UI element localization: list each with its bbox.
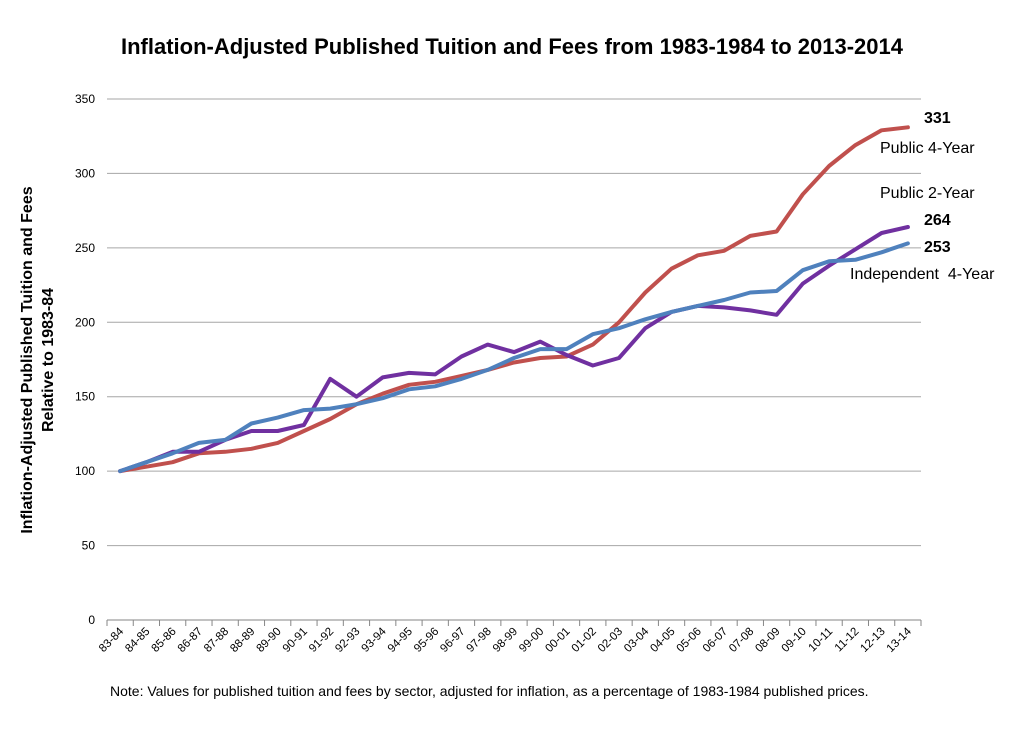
x-tick-label: 12-13: [858, 626, 887, 655]
x-tick-label: 89-90: [255, 626, 284, 655]
chart-note: Note: Values for published tuition and f…: [110, 683, 869, 699]
series-lines: [118, 125, 910, 474]
x-tick-label: 90-91: [281, 626, 310, 655]
y-tick-label: 300: [75, 166, 95, 180]
gridlines: [107, 98, 921, 547]
end-value-label: 331: [924, 110, 951, 127]
x-tick-label: 10-11: [807, 626, 836, 655]
x-tick-label: 84-85: [123, 626, 152, 655]
x-tick-label: 86-87: [176, 626, 205, 655]
series-line-public-4-year: [118, 125, 910, 474]
x-tick-label: 99-00: [517, 626, 546, 655]
y-tick-label: 100: [75, 464, 95, 478]
x-tick-label: 88-89: [228, 626, 257, 655]
series-name-label: Independent 4-Year: [850, 266, 995, 283]
x-tick-label: 08-09: [753, 626, 782, 655]
x-tick-label: 91-92: [307, 626, 336, 655]
x-tick-label: 98-99: [491, 626, 520, 655]
x-tick-label: 04-05: [648, 626, 677, 655]
y-tick-label: 150: [75, 390, 95, 404]
end-value-label: 253: [924, 239, 951, 256]
series-name-label: Public 4-Year: [880, 140, 975, 157]
x-tick-label: 02-03: [596, 626, 625, 655]
series-line-independent-4-year: [118, 241, 910, 474]
x-tick-label: 03-04: [622, 625, 652, 655]
x-tick-label: 85-86: [149, 626, 178, 655]
y-tick-label: 250: [75, 241, 95, 255]
x-tick-label: 13-14: [885, 625, 915, 655]
series-labels: 331 Public 4-Year 264 Public 2-Year 253 Indep…: [850, 110, 995, 283]
y-tick-label: 350: [75, 92, 95, 106]
y-axis-label-line1: Inflation-Adjusted Published Tuition and…: [19, 186, 36, 534]
x-tick-label: 01-02: [570, 626, 599, 655]
x-tick-label: 97-98: [465, 626, 494, 655]
series-name-label: Public 2-Year: [880, 185, 975, 202]
x-tick-label: 92-93: [333, 626, 362, 655]
x-tick-label: 05-06: [675, 626, 704, 655]
x-tick-label: 87-88: [202, 626, 231, 655]
x-tick-label: 96-97: [438, 626, 467, 655]
y-axis-label-line2: Relative to 1983-84: [40, 287, 57, 433]
x-tick-label: 94-95: [386, 626, 415, 655]
x-tick-label: 95-96: [412, 626, 441, 655]
x-tick-label: 93-94: [360, 625, 390, 655]
chart-title: Inflation-Adjusted Published Tuition and…: [121, 34, 903, 59]
end-value-label: 264: [924, 212, 951, 229]
x-tick-label: 07-08: [727, 626, 756, 655]
series-line-public-2-year: [118, 225, 910, 474]
y-tick-label: 50: [82, 539, 96, 553]
x-tick-label: 11-12: [833, 626, 862, 655]
y-tick-label: 0: [88, 613, 95, 627]
x-tick-label: 09-10: [780, 626, 809, 655]
x-tick-label: 83-84: [97, 625, 127, 655]
axes: 0 50 100 150 200 250 300 350 83-8484-8585-8686-8…: [75, 92, 922, 655]
x-tick-label: 00-01: [543, 626, 572, 655]
y-tick-label: 200: [75, 315, 95, 329]
x-tick-label: 06-07: [701, 626, 730, 655]
